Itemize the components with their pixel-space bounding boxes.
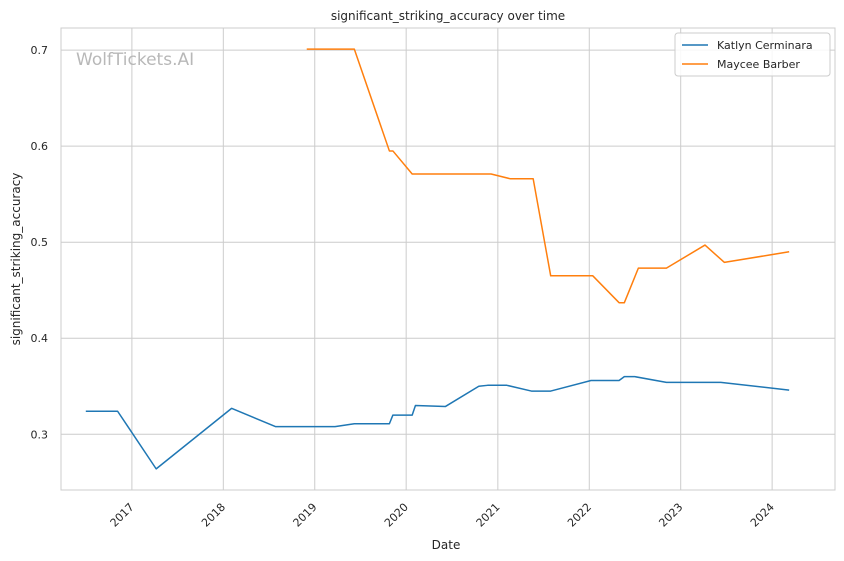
y-tick-label: 0.5 bbox=[31, 236, 49, 249]
x-tick-label: 2022 bbox=[565, 501, 594, 530]
chart-title: significant_striking_accuracy over time bbox=[331, 9, 565, 23]
data-point bbox=[445, 406, 447, 408]
x-tick-label: 2017 bbox=[108, 501, 137, 530]
data-point bbox=[634, 376, 636, 378]
data-point bbox=[590, 380, 592, 382]
data-point bbox=[411, 414, 413, 416]
data-point bbox=[275, 426, 277, 428]
data-point bbox=[117, 410, 119, 412]
data-point bbox=[666, 382, 668, 384]
data-point bbox=[231, 408, 233, 410]
legend: Katlyn Cerminara Maycee Barber bbox=[674, 32, 831, 77]
data-point bbox=[354, 48, 356, 50]
data-point bbox=[313, 426, 315, 428]
data-point bbox=[506, 385, 508, 387]
data-point bbox=[354, 423, 356, 425]
data-point bbox=[550, 275, 552, 277]
data-point bbox=[510, 178, 512, 180]
y-axis-ticks: 0.3 0.4 0.5 0.6 0.7 bbox=[31, 44, 49, 441]
y-tick-label: 0.7 bbox=[31, 44, 49, 57]
x-axis-ticks: 2017 2018 2019 2020 2021 2022 2023 2024 bbox=[108, 501, 777, 530]
series-line bbox=[85, 375, 790, 470]
data-point bbox=[704, 244, 706, 246]
data-point bbox=[618, 380, 620, 382]
data-point bbox=[411, 173, 413, 175]
legend-label: Maycee Barber bbox=[717, 58, 800, 71]
data-point bbox=[532, 178, 534, 180]
y-tick-label: 0.6 bbox=[31, 140, 49, 153]
data-point bbox=[85, 410, 87, 412]
series-lines bbox=[85, 48, 790, 470]
series-katlyn-cerminara bbox=[85, 375, 790, 470]
data-point bbox=[592, 275, 594, 277]
data-point bbox=[487, 385, 489, 387]
data-point bbox=[720, 382, 722, 384]
legend-box bbox=[674, 32, 831, 77]
x-tick-label: 2024 bbox=[748, 501, 777, 530]
data-point bbox=[788, 251, 790, 253]
series-maycee-barber bbox=[306, 48, 790, 304]
data-point bbox=[624, 376, 626, 378]
data-point bbox=[478, 385, 480, 387]
x-gridlines bbox=[131, 28, 773, 490]
watermark-text: WolfTickets.AI bbox=[76, 50, 194, 70]
data-point bbox=[334, 426, 336, 428]
x-tick-label: 2020 bbox=[382, 501, 411, 530]
data-point bbox=[389, 423, 391, 425]
data-point bbox=[306, 48, 308, 50]
x-tick-label: 2021 bbox=[474, 501, 503, 530]
data-point bbox=[638, 267, 640, 269]
legend-label: Katlyn Cerminara bbox=[717, 39, 813, 52]
y-tick-label: 0.3 bbox=[31, 428, 49, 441]
data-point bbox=[415, 405, 417, 407]
x-tick-label: 2018 bbox=[199, 501, 228, 530]
x-axis-label: Date bbox=[432, 538, 461, 552]
x-tick-label: 2019 bbox=[291, 501, 320, 530]
x-tick-label: 2023 bbox=[656, 501, 685, 530]
data-point bbox=[666, 267, 668, 269]
plot-background bbox=[61, 28, 835, 490]
data-point bbox=[723, 262, 725, 264]
y-axis-label: significant_striking_accuracy bbox=[9, 173, 23, 346]
series-line bbox=[306, 48, 790, 304]
y-tick-label: 0.4 bbox=[31, 332, 49, 345]
data-point bbox=[624, 302, 626, 304]
data-point bbox=[389, 150, 391, 152]
data-point bbox=[392, 414, 394, 416]
data-point bbox=[392, 150, 394, 152]
data-point bbox=[490, 173, 492, 175]
data-point bbox=[155, 468, 157, 470]
plot-frame bbox=[60, 27, 836, 491]
data-point bbox=[531, 390, 533, 392]
data-point bbox=[550, 390, 552, 392]
data-point bbox=[788, 389, 790, 391]
data-point bbox=[618, 302, 620, 304]
